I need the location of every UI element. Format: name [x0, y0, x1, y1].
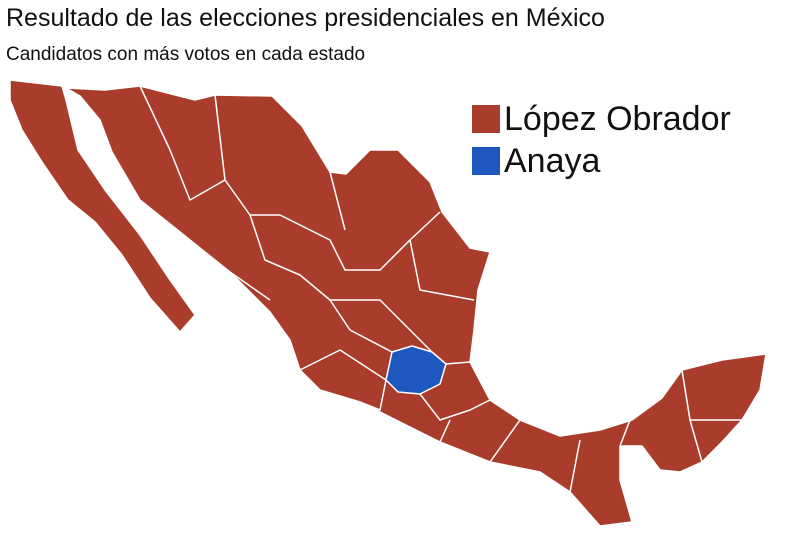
- legend-swatch: [472, 105, 500, 133]
- legend: López Obrador Anaya: [472, 98, 731, 182]
- legend-label: Anaya: [504, 141, 601, 180]
- legend-item-lopez-obrador: López Obrador: [472, 98, 731, 140]
- legend-swatch: [472, 147, 500, 175]
- state-guanajuato: [385, 345, 447, 395]
- map-subtitle: Candidatos con más votos en cada estado: [6, 44, 366, 65]
- map-title: Resultado de las elecciones presidencial…: [6, 4, 605, 32]
- state-borders: [139, 85, 742, 493]
- legend-item-anaya: Anaya: [472, 140, 731, 182]
- baja-california-peninsula: [9, 79, 196, 333]
- legend-label: López Obrador: [504, 99, 731, 138]
